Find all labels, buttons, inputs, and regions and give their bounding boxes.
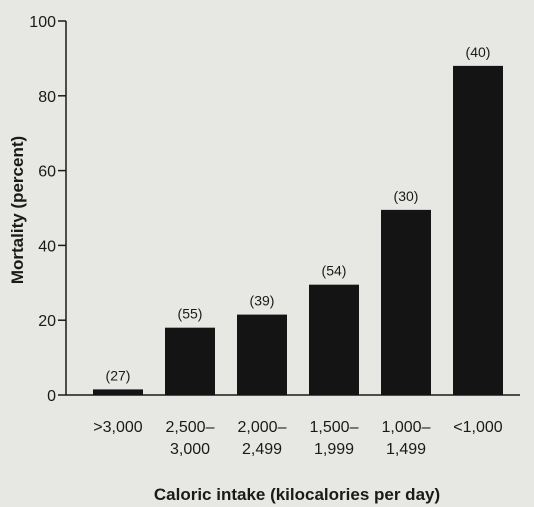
bar bbox=[93, 389, 143, 395]
sample-size-label: (54) bbox=[322, 263, 347, 279]
y-tick-label: 100 bbox=[29, 14, 56, 31]
y-tick-label: 40 bbox=[38, 238, 56, 255]
x-category-label: <1,000 bbox=[453, 419, 502, 436]
bar bbox=[453, 65, 503, 395]
x-category-label: 2,500– bbox=[166, 419, 215, 436]
x-axis-category-labels: >3,000 2,500– 3,000 2,000– 2,499 1,500– 1,999 1… bbox=[93, 419, 502, 458]
x-category-label: 1,000– bbox=[382, 419, 431, 436]
bar bbox=[309, 284, 359, 395]
bar bbox=[381, 209, 431, 395]
sample-size-label: (30) bbox=[394, 188, 419, 204]
y-tick-label: 80 bbox=[38, 89, 56, 106]
y-tick-label: 60 bbox=[38, 164, 56, 181]
bars: (27) (55) (39) (54) (30) (40) bbox=[93, 44, 503, 395]
bar bbox=[237, 314, 287, 395]
sample-size-label: (27) bbox=[106, 367, 131, 383]
x-category-label: 1,499 bbox=[386, 441, 426, 458]
y-tick-label: 20 bbox=[38, 313, 56, 330]
x-category-label: 2,499 bbox=[242, 441, 282, 458]
sample-size-label: (40) bbox=[466, 44, 491, 60]
x-category-label: 3,000 bbox=[170, 441, 210, 458]
x-category-label: 2,000– bbox=[238, 419, 287, 436]
bar bbox=[165, 327, 215, 395]
y-axis-title: Mortality (percent) bbox=[8, 136, 27, 284]
sample-size-label: (39) bbox=[250, 293, 275, 309]
x-category-label: 1,999 bbox=[314, 441, 354, 458]
x-category-label: 1,500– bbox=[310, 419, 359, 436]
y-tick-label: 0 bbox=[47, 388, 56, 405]
x-category-label: >3,000 bbox=[93, 419, 142, 436]
x-axis-title: Caloric intake (kilocalories per day) bbox=[154, 485, 440, 504]
sample-size-label: (55) bbox=[178, 306, 203, 322]
